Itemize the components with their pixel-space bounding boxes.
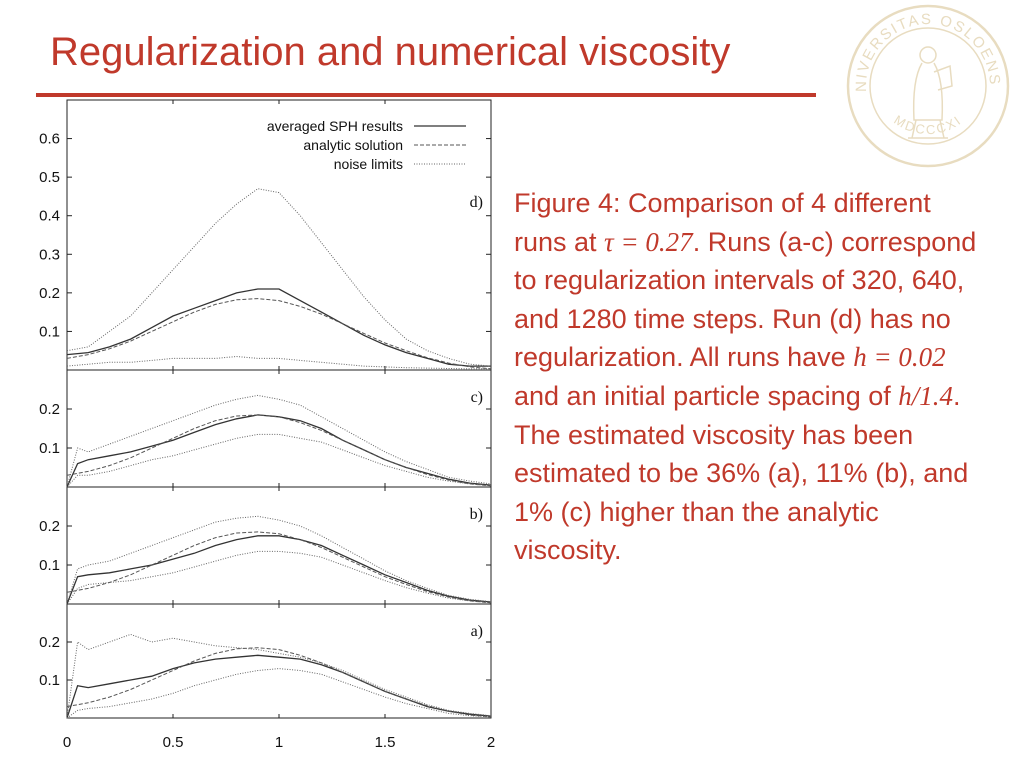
panel-label: a)	[471, 623, 483, 640]
y-tick-label: 0.2	[39, 518, 60, 535]
series-averaged-sph-results	[66, 654, 492, 719]
caption-text: Figure 4: Comparison of 4 different runs…	[514, 188, 931, 257]
panel-c: 0.1 0.2 c)	[39, 369, 492, 488]
series-noise-limits-upper	[66, 394, 492, 488]
caption-math: τ = 0.27	[604, 226, 693, 257]
panel-frame	[66, 603, 492, 719]
caption-text: . Runs (a-c) correspond to regularizatio…	[514, 226, 977, 373]
x-tick-label: 1.5	[375, 734, 396, 751]
y-tick-label: 0.1	[39, 323, 60, 340]
caption-text: . The estimated viscosity has been estim…	[514, 380, 969, 566]
legend-label: analytic solution	[303, 137, 403, 153]
series-noise-limits-upper	[66, 515, 492, 605]
y-tick-label: 0.2	[39, 285, 60, 302]
panel-a: 0.1 0.2 a)	[39, 603, 492, 719]
x-tick-label: 1	[275, 734, 283, 751]
slide-title: Regularization and numerical viscosity	[50, 30, 731, 74]
series-averaged-sph-results	[66, 535, 492, 605]
series-analytic-solution	[66, 531, 492, 604]
x-tick-label: 0	[63, 734, 71, 751]
panel-frame	[66, 369, 492, 488]
panel-b: 0.1 0.2 b)	[39, 486, 492, 605]
panel-label: d)	[470, 194, 483, 211]
caption-math: h/1.4	[898, 380, 954, 411]
panel-frame	[66, 99, 492, 371]
series-analytic-solution	[66, 647, 492, 718]
series-noise-limits-lower	[66, 433, 492, 488]
legend-label: averaged SPH results	[267, 118, 403, 134]
series-averaged-sph-results	[66, 414, 492, 488]
university-of-oslo-seal-icon: UNIVERSITAS OSLOENSIS MDCCCXI	[842, 0, 1010, 168]
y-tick-label: 0.2	[39, 634, 60, 651]
series-noise-limits-lower	[66, 550, 492, 605]
y-tick-label: 0.1	[39, 440, 60, 457]
series-analytic-solution	[66, 298, 492, 370]
seal-text-bottom: MDCCCXI	[891, 112, 964, 137]
y-tick-label: 0.3	[39, 246, 60, 263]
seal-figure-icon	[908, 46, 953, 139]
y-tick-label: 0.5	[39, 169, 60, 186]
y-tick-label: 0.6	[39, 131, 60, 148]
x-tick-label: 0.5	[163, 734, 184, 751]
x-tick-label: 2	[487, 734, 495, 751]
caption-text: and an initial particle spacing of	[514, 380, 899, 411]
caption-math: h = 0.02	[853, 342, 946, 373]
chart-legend: averaged SPH results analytic solution noi…	[267, 118, 466, 172]
series-noise-limits-lower	[66, 355, 491, 370]
y-tick-label: 0.1	[39, 557, 60, 574]
series-noise-limits-upper	[66, 188, 492, 367]
series-analytic-solution	[66, 414, 492, 487]
series-noise-limits-upper	[66, 633, 492, 719]
title-underline	[36, 93, 816, 97]
series-averaged-sph-results	[66, 288, 491, 367]
panel-label: b)	[470, 506, 483, 523]
y-tick-label: 0.4	[39, 208, 60, 225]
panel-frame	[66, 486, 492, 605]
y-tick-label: 0.2	[39, 401, 60, 418]
legend-label: noise limits	[334, 156, 403, 172]
seal-text-top: UNIVERSITAS OSLOENSIS	[842, 0, 1003, 92]
series-noise-limits-lower	[66, 668, 492, 719]
panel-d: 0.1 0.2 0.3 0.4 0.5 0.6 d)	[39, 99, 492, 371]
panel-label: c)	[471, 389, 483, 406]
figure-caption: Figure 4: Comparison of 4 different runs…	[514, 184, 984, 570]
y-tick-label: 0.1	[39, 672, 60, 689]
